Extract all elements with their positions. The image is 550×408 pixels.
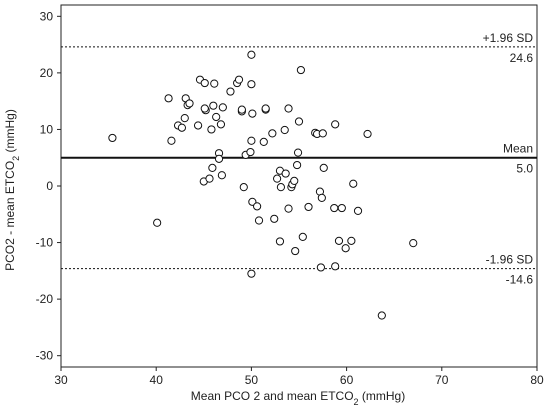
x-axis-title: Mean PCO 2 and mean ETCO2 (mmHg) (191, 389, 405, 407)
data-point (409, 239, 418, 248)
x-tick-label: 30 (54, 373, 68, 387)
tick-marks (57, 15, 538, 371)
data-point (319, 163, 328, 172)
data-point (276, 183, 286, 192)
data-point (284, 204, 293, 213)
tick-labels: -30 -20 -10 0 10 20 30 30 40 50 60 70 80 (36, 9, 544, 387)
data-point (246, 147, 255, 157)
x-tick-label: 60 (340, 373, 354, 387)
data-point (214, 154, 224, 163)
reference-value-upper: 24.6 (510, 51, 534, 65)
data-point (218, 103, 227, 112)
data-point (304, 202, 313, 212)
data-point (377, 311, 386, 320)
data-point (317, 193, 326, 202)
data-point (248, 109, 257, 118)
data-point (290, 176, 299, 186)
data-point (210, 79, 219, 88)
y-tick-label: -30 (36, 349, 54, 363)
x-tick-label: 50 (245, 373, 259, 387)
axes (60, 4, 538, 368)
data-point (200, 78, 209, 88)
data-point (217, 171, 226, 180)
data-point (291, 246, 300, 256)
data-point (193, 121, 203, 130)
data-point (185, 99, 194, 108)
data-point (180, 114, 189, 123)
data-point (363, 129, 372, 139)
data-point (205, 174, 214, 183)
data-point (353, 206, 363, 215)
reference-value-mean: 5.0 (516, 162, 533, 176)
data-point (331, 120, 340, 129)
data-point (177, 123, 187, 132)
data-point (253, 202, 262, 211)
data-point (234, 75, 244, 84)
y-axis-title: PCO2 - mean ETCO2 (mmHg) (3, 109, 21, 271)
data-point (164, 94, 173, 103)
data-point (216, 120, 226, 129)
data-point (292, 160, 302, 170)
data-point (247, 50, 256, 59)
data-point (275, 237, 285, 246)
reference-line-labels: +1.96 SD 24.6 Mean 5.0 -1.96 SD -14.6 (483, 31, 534, 287)
data-point (337, 203, 346, 213)
data-point (167, 136, 176, 145)
data-point (239, 183, 248, 192)
data-point (207, 125, 216, 134)
data-point (247, 269, 256, 278)
reference-label-mean: Mean (503, 142, 533, 156)
data-point (296, 65, 306, 75)
data-point (200, 104, 209, 113)
data-point (347, 236, 356, 245)
data-point (316, 263, 325, 272)
data-point (293, 148, 303, 157)
reference-value-lower: -14.6 (506, 273, 534, 287)
data-point (281, 169, 290, 178)
data-point (268, 129, 277, 138)
data-point (259, 137, 268, 146)
data-point (349, 179, 358, 188)
y-tick-label: 30 (40, 9, 54, 23)
data-point (247, 80, 256, 89)
reference-label-upper: +1.96 SD (483, 31, 534, 45)
y-tick-label: -20 (36, 292, 54, 306)
data-points (108, 50, 418, 320)
reference-lines (61, 46, 537, 270)
data-point (273, 174, 282, 183)
data-point (226, 87, 235, 96)
data-point (298, 232, 307, 242)
data-point (318, 129, 327, 138)
y-tick-label: -10 (36, 236, 54, 250)
y-tick-label: 0 (46, 179, 53, 193)
data-point (294, 117, 304, 126)
plot-frame (60, 4, 538, 368)
reference-label-lower: -1.96 SD (486, 253, 534, 267)
data-point (254, 216, 264, 225)
data-point (334, 236, 344, 245)
data-point (270, 214, 279, 223)
data-point (247, 136, 256, 145)
data-point (237, 105, 246, 114)
data-point (153, 218, 162, 227)
data-point (208, 163, 217, 172)
y-tick-label: 10 (40, 122, 54, 136)
y-tick-label: 20 (40, 66, 54, 80)
data-point (108, 133, 117, 143)
data-point (331, 262, 340, 271)
data-point (341, 244, 350, 253)
data-point (212, 112, 221, 122)
data-point (284, 104, 293, 113)
x-tick-label: 80 (530, 373, 544, 387)
data-point (280, 125, 289, 135)
x-tick-label: 70 (435, 373, 449, 387)
data-point (209, 101, 218, 110)
x-tick-label: 40 (150, 373, 164, 387)
data-point (330, 203, 339, 213)
data-point (261, 104, 270, 113)
